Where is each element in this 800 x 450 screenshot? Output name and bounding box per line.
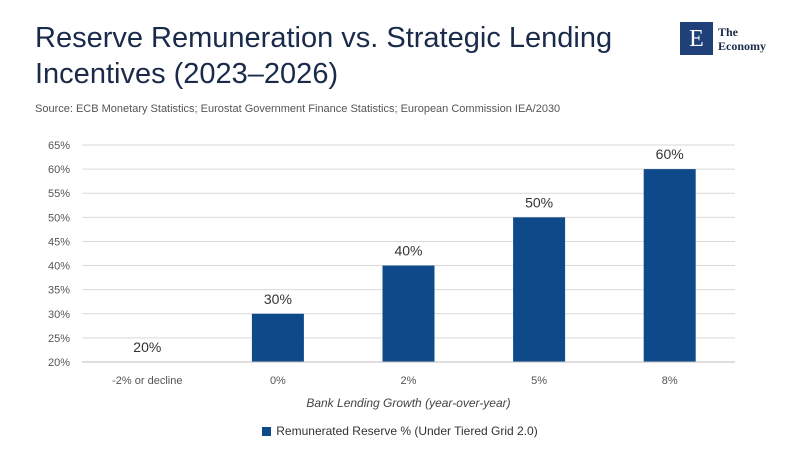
logo-line-2: Economy [718, 38, 766, 53]
x-tick-label: 5% [531, 375, 547, 387]
y-tick-label: 35% [48, 285, 70, 297]
y-tick-label: 30% [48, 309, 70, 321]
y-tick-label: 40% [48, 261, 70, 273]
y-tick-label: 45% [48, 236, 70, 248]
x-tick-label: 2% [401, 375, 417, 387]
data-label: 40% [394, 243, 422, 259]
logo-line-1: The [718, 24, 739, 39]
legend: Remunerated Reserve % (Under Tiered Grid… [0, 424, 800, 438]
bar [382, 265, 435, 362]
y-tick-label: 50% [48, 212, 70, 224]
x-tick-label: 0% [270, 375, 286, 387]
data-labels: 20% 30% 40% 50% 60% [133, 146, 683, 355]
logo-wordmark: The Economy [718, 25, 766, 53]
bar [251, 313, 304, 362]
y-tick-label: 25% [48, 333, 70, 345]
bar [513, 217, 566, 362]
logo-mark: E [680, 22, 713, 55]
data-label: 50% [525, 194, 553, 210]
x-tick-label: -2% or decline [112, 375, 182, 387]
data-label: 60% [656, 146, 684, 162]
brand-logo: E The Economy [680, 22, 766, 55]
x-axis-title: Bank Lending Growth (year-over-year) [306, 396, 510, 410]
legend-label: Remunerated Reserve % (Under Tiered Grid… [276, 424, 538, 438]
chart-title: Reserve Remuneration vs. Strategic Lendi… [35, 22, 613, 90]
bar [643, 169, 696, 362]
y-axis-ticks: 20% 25% 30% 35% 40% 45% 50% 55% 60% 65% [48, 140, 70, 369]
chart-source: Source: ECB Monetary Statistics; Eurosta… [35, 103, 561, 115]
y-tick-label: 20% [48, 357, 70, 369]
legend-swatch [262, 427, 272, 436]
y-tick-label: 60% [48, 164, 70, 176]
y-tick-label: 55% [48, 188, 70, 200]
data-label: 20% [133, 339, 161, 355]
data-label: 30% [264, 291, 292, 307]
y-tick-label: 65% [48, 140, 70, 152]
x-axis-ticks: -2% or decline 0% 2% 5% 8% [112, 375, 678, 387]
x-tick-label: 8% [662, 375, 678, 387]
bars [251, 169, 696, 362]
